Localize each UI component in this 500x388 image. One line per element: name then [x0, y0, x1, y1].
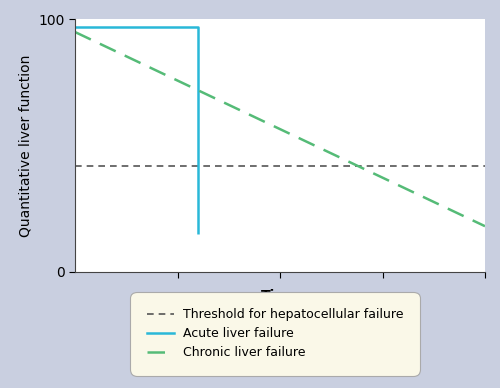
X-axis label: Time: Time	[261, 289, 299, 303]
Y-axis label: Quantitative liver function: Quantitative liver function	[18, 54, 32, 237]
Legend: Threshold for hepatocellular failure, Acute liver failure, Chronic liver failure: Threshold for hepatocellular failure, Ac…	[136, 298, 413, 369]
